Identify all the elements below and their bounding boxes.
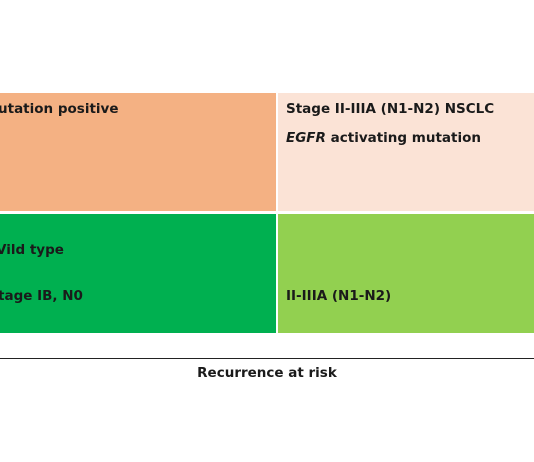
- stage-ib-n0-label: tage IB, N0: [0, 288, 83, 304]
- x-axis-label: Recurrence at risk: [197, 365, 337, 381]
- quadrant-mutation-positive: utation positive: [0, 93, 276, 211]
- quadrant-wild-type: Vild type tage IB, N0: [0, 214, 276, 333]
- x-axis-line: [0, 358, 534, 359]
- quadrant-stage-ii-iiia-egfr: Stage II-IIIA (N1-N2) NSCLC EGFR activat…: [278, 93, 534, 211]
- egfr-mutation-label: EGFR activating mutation: [286, 130, 481, 146]
- egfr-gene-text: EGFR: [286, 130, 326, 146]
- activating-mutation-text: activating mutation: [325, 130, 481, 146]
- wild-type-label: Vild type: [0, 242, 64, 258]
- stage-nsclc-label: Stage II-IIIA (N1-N2) NSCLC: [286, 101, 495, 117]
- stage-ii-iiia-label: II-IIIA (N1-N2): [286, 288, 392, 304]
- quadrant-stage-ii-iiia: II-IIIA (N1-N2): [278, 214, 534, 333]
- mutation-positive-label: utation positive: [0, 101, 119, 117]
